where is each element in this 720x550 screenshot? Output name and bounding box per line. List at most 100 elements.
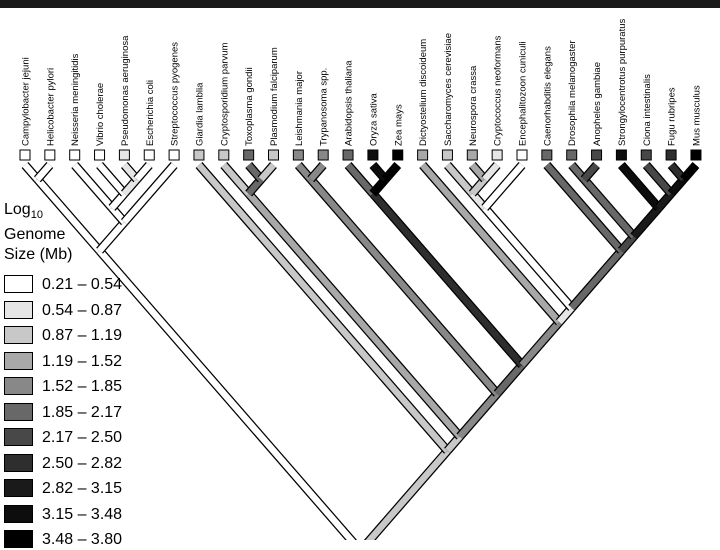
legend-swatch (4, 351, 33, 370)
legend-swatch (4, 402, 33, 421)
legend-swatch (4, 504, 33, 523)
taxon-label: Drosophila melanogaster (567, 40, 578, 146)
branch (482, 162, 525, 210)
branch (581, 162, 600, 182)
legend-range-label: 0.54 – 0.87 (42, 301, 123, 319)
tree-branches (21, 162, 700, 540)
taxon-marker (367, 149, 379, 161)
taxon-label: Mus musculus (691, 85, 702, 146)
legend-range-label: 1.52 – 1.85 (42, 378, 123, 395)
taxon-marker (516, 149, 528, 161)
branch (308, 162, 326, 182)
taxon-marker (640, 149, 652, 161)
branch (72, 162, 115, 210)
branch (631, 205, 662, 239)
taxon-marker (218, 149, 230, 161)
branch (618, 234, 637, 253)
legend-range-label: 0.87 – 1.19 (42, 327, 123, 344)
branch (420, 162, 562, 325)
branch (544, 162, 624, 253)
branch (482, 205, 575, 311)
legend-swatch (4, 428, 33, 446)
branch (221, 162, 252, 196)
taxon-label: Ciona intestinalis (642, 74, 653, 146)
legend-swatch (4, 275, 33, 293)
taxon-label: Leishmania major (294, 71, 305, 146)
branch (444, 434, 463, 453)
branch (345, 162, 376, 196)
legend-title-line3: Size (Mb) (4, 246, 73, 264)
taxon-marker (118, 149, 130, 161)
taxon-marker (168, 149, 180, 161)
taxon-label: Arabidopsis thaliana (344, 60, 355, 146)
taxon-marker (566, 149, 578, 161)
taxon-marker (441, 149, 453, 161)
branch (668, 177, 686, 196)
taxon-label: Giardia lamblia (194, 82, 205, 146)
branch (457, 391, 500, 439)
branch (97, 220, 127, 253)
legend-title-log: Log (4, 201, 31, 218)
branch (97, 162, 127, 196)
legend-swatch (4, 326, 33, 344)
taxon-label: Dictyostelium discoideum (418, 39, 429, 146)
branch (134, 162, 152, 182)
legend-swatch (4, 300, 33, 319)
branch (97, 248, 356, 540)
branch (121, 162, 177, 225)
legend-swatch (4, 530, 33, 548)
taxon-label: Cryptosporidium parvum (219, 42, 230, 146)
legend-range-label: 2.82 – 3.15 (42, 480, 123, 497)
taxon-label: Campylobacter jejuni (21, 57, 32, 146)
taxon-label: Pseudomonas aeruginosa (120, 35, 131, 146)
taxon-marker (292, 149, 304, 161)
taxon-label: Vibrio cholerae (95, 83, 106, 146)
legend-title: Log10 Genome Size (Mb) (4, 200, 72, 265)
branch (246, 177, 264, 196)
legend-title-subscript: 10 (30, 209, 43, 222)
branch (618, 162, 662, 210)
branch (643, 162, 674, 196)
taxon-label: Oryza sativa (368, 92, 379, 146)
branch (121, 177, 140, 196)
branch (109, 191, 127, 210)
taxon-marker (466, 149, 478, 161)
taxon-marker (591, 149, 603, 161)
taxon-label: Strongylocentrotus purpuratus (617, 18, 628, 146)
taxon-marker (243, 149, 255, 161)
branch (34, 177, 103, 253)
branch (246, 191, 463, 439)
taxon-label: Zea mays (393, 104, 404, 146)
taxon-marker (665, 149, 677, 161)
taxon-label: Caenorhabditis elegans (542, 46, 553, 146)
taxon-marker (491, 149, 503, 161)
taxon-label: Escherichia coli (145, 80, 156, 146)
taxon-label: Saccharomyces cerevisiae (443, 33, 454, 146)
branch (365, 448, 450, 540)
branch (444, 162, 475, 196)
taxon-label: Fugu rubripes (667, 87, 678, 146)
branch (370, 177, 388, 196)
taxon-label: Neurospora crassa (468, 65, 479, 146)
branch (494, 362, 525, 396)
branch (469, 177, 488, 196)
branch (196, 162, 450, 453)
branch (656, 191, 674, 210)
taxon-marker (615, 149, 627, 161)
legend-range-label: 2.50 – 2.82 (42, 454, 123, 472)
taxon-marker (19, 149, 31, 161)
taxon-marker (44, 149, 56, 161)
legend-range-label: 3.15 – 3.48 (42, 505, 123, 523)
branch (581, 177, 637, 239)
taxon-tip-markers (19, 149, 702, 161)
branch (556, 305, 575, 325)
taxon-label: Helicobacter pylori (45, 68, 56, 146)
legend-swatch (4, 377, 33, 395)
taxon-marker (342, 149, 354, 161)
branch (370, 191, 525, 368)
legend-range-label: 0.21 – 0.54 (42, 276, 123, 293)
legend-range-label: 1.19 – 1.52 (42, 352, 123, 370)
taxon-marker (94, 149, 106, 161)
taxon-label: Anopheles gambiae (592, 62, 603, 146)
